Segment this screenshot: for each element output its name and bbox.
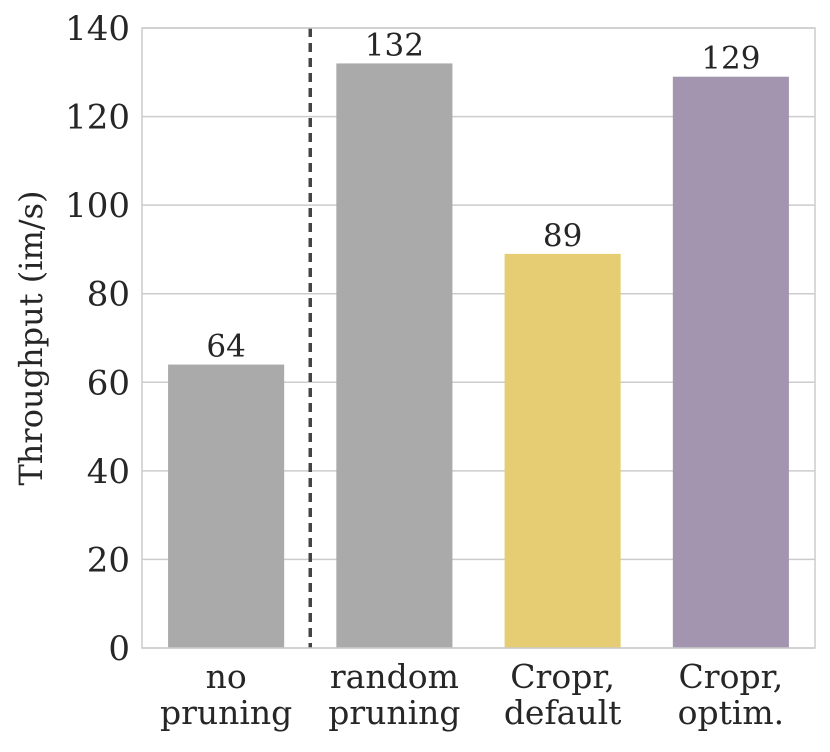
y-tick-label: 140	[65, 9, 130, 49]
x-tick-label-line: Cropr,	[679, 657, 784, 696]
y-tick-label: 80	[87, 275, 130, 315]
bar-value-label: 89	[543, 218, 582, 254]
y-tick-label: 100	[65, 186, 130, 226]
x-tick-label-line: pruning	[328, 693, 460, 732]
bar-value-label: 64	[206, 329, 245, 365]
bars	[168, 63, 789, 648]
bar	[336, 63, 453, 648]
x-tick-label-line: default	[504, 693, 622, 732]
x-tick-label-line: random	[330, 657, 459, 696]
bar-value-label: 132	[365, 27, 424, 63]
bar	[672, 76, 789, 648]
y-tick-label: 20	[87, 540, 130, 580]
y-tick-label: 120	[65, 98, 130, 138]
data-labels: 64 132 89 129	[206, 27, 760, 364]
bar	[504, 253, 621, 648]
y-axis-ticks: 0 20 40 60 80 100 120 140	[65, 9, 130, 669]
x-tick-label: random pruning	[328, 657, 460, 732]
x-tick-label: Cropr, default	[504, 657, 622, 732]
y-tick-label: 0	[108, 629, 130, 669]
x-tick-label: Cropr, optim.	[678, 657, 785, 732]
y-tick-label: 40	[87, 452, 130, 492]
x-tick-label-line: no	[206, 657, 247, 696]
bar	[168, 364, 285, 648]
y-tick-label: 60	[87, 363, 130, 403]
bar-value-label: 129	[701, 41, 760, 77]
x-tick-label-line: Cropr,	[510, 657, 615, 696]
x-tick-label-line: optim.	[678, 693, 785, 732]
x-tick-label-line: pruning	[160, 693, 292, 732]
plot-frame	[141, 27, 816, 649]
x-tick-label: no pruning	[160, 657, 292, 732]
y-axis-label: Throughput (im/s)	[12, 190, 50, 485]
